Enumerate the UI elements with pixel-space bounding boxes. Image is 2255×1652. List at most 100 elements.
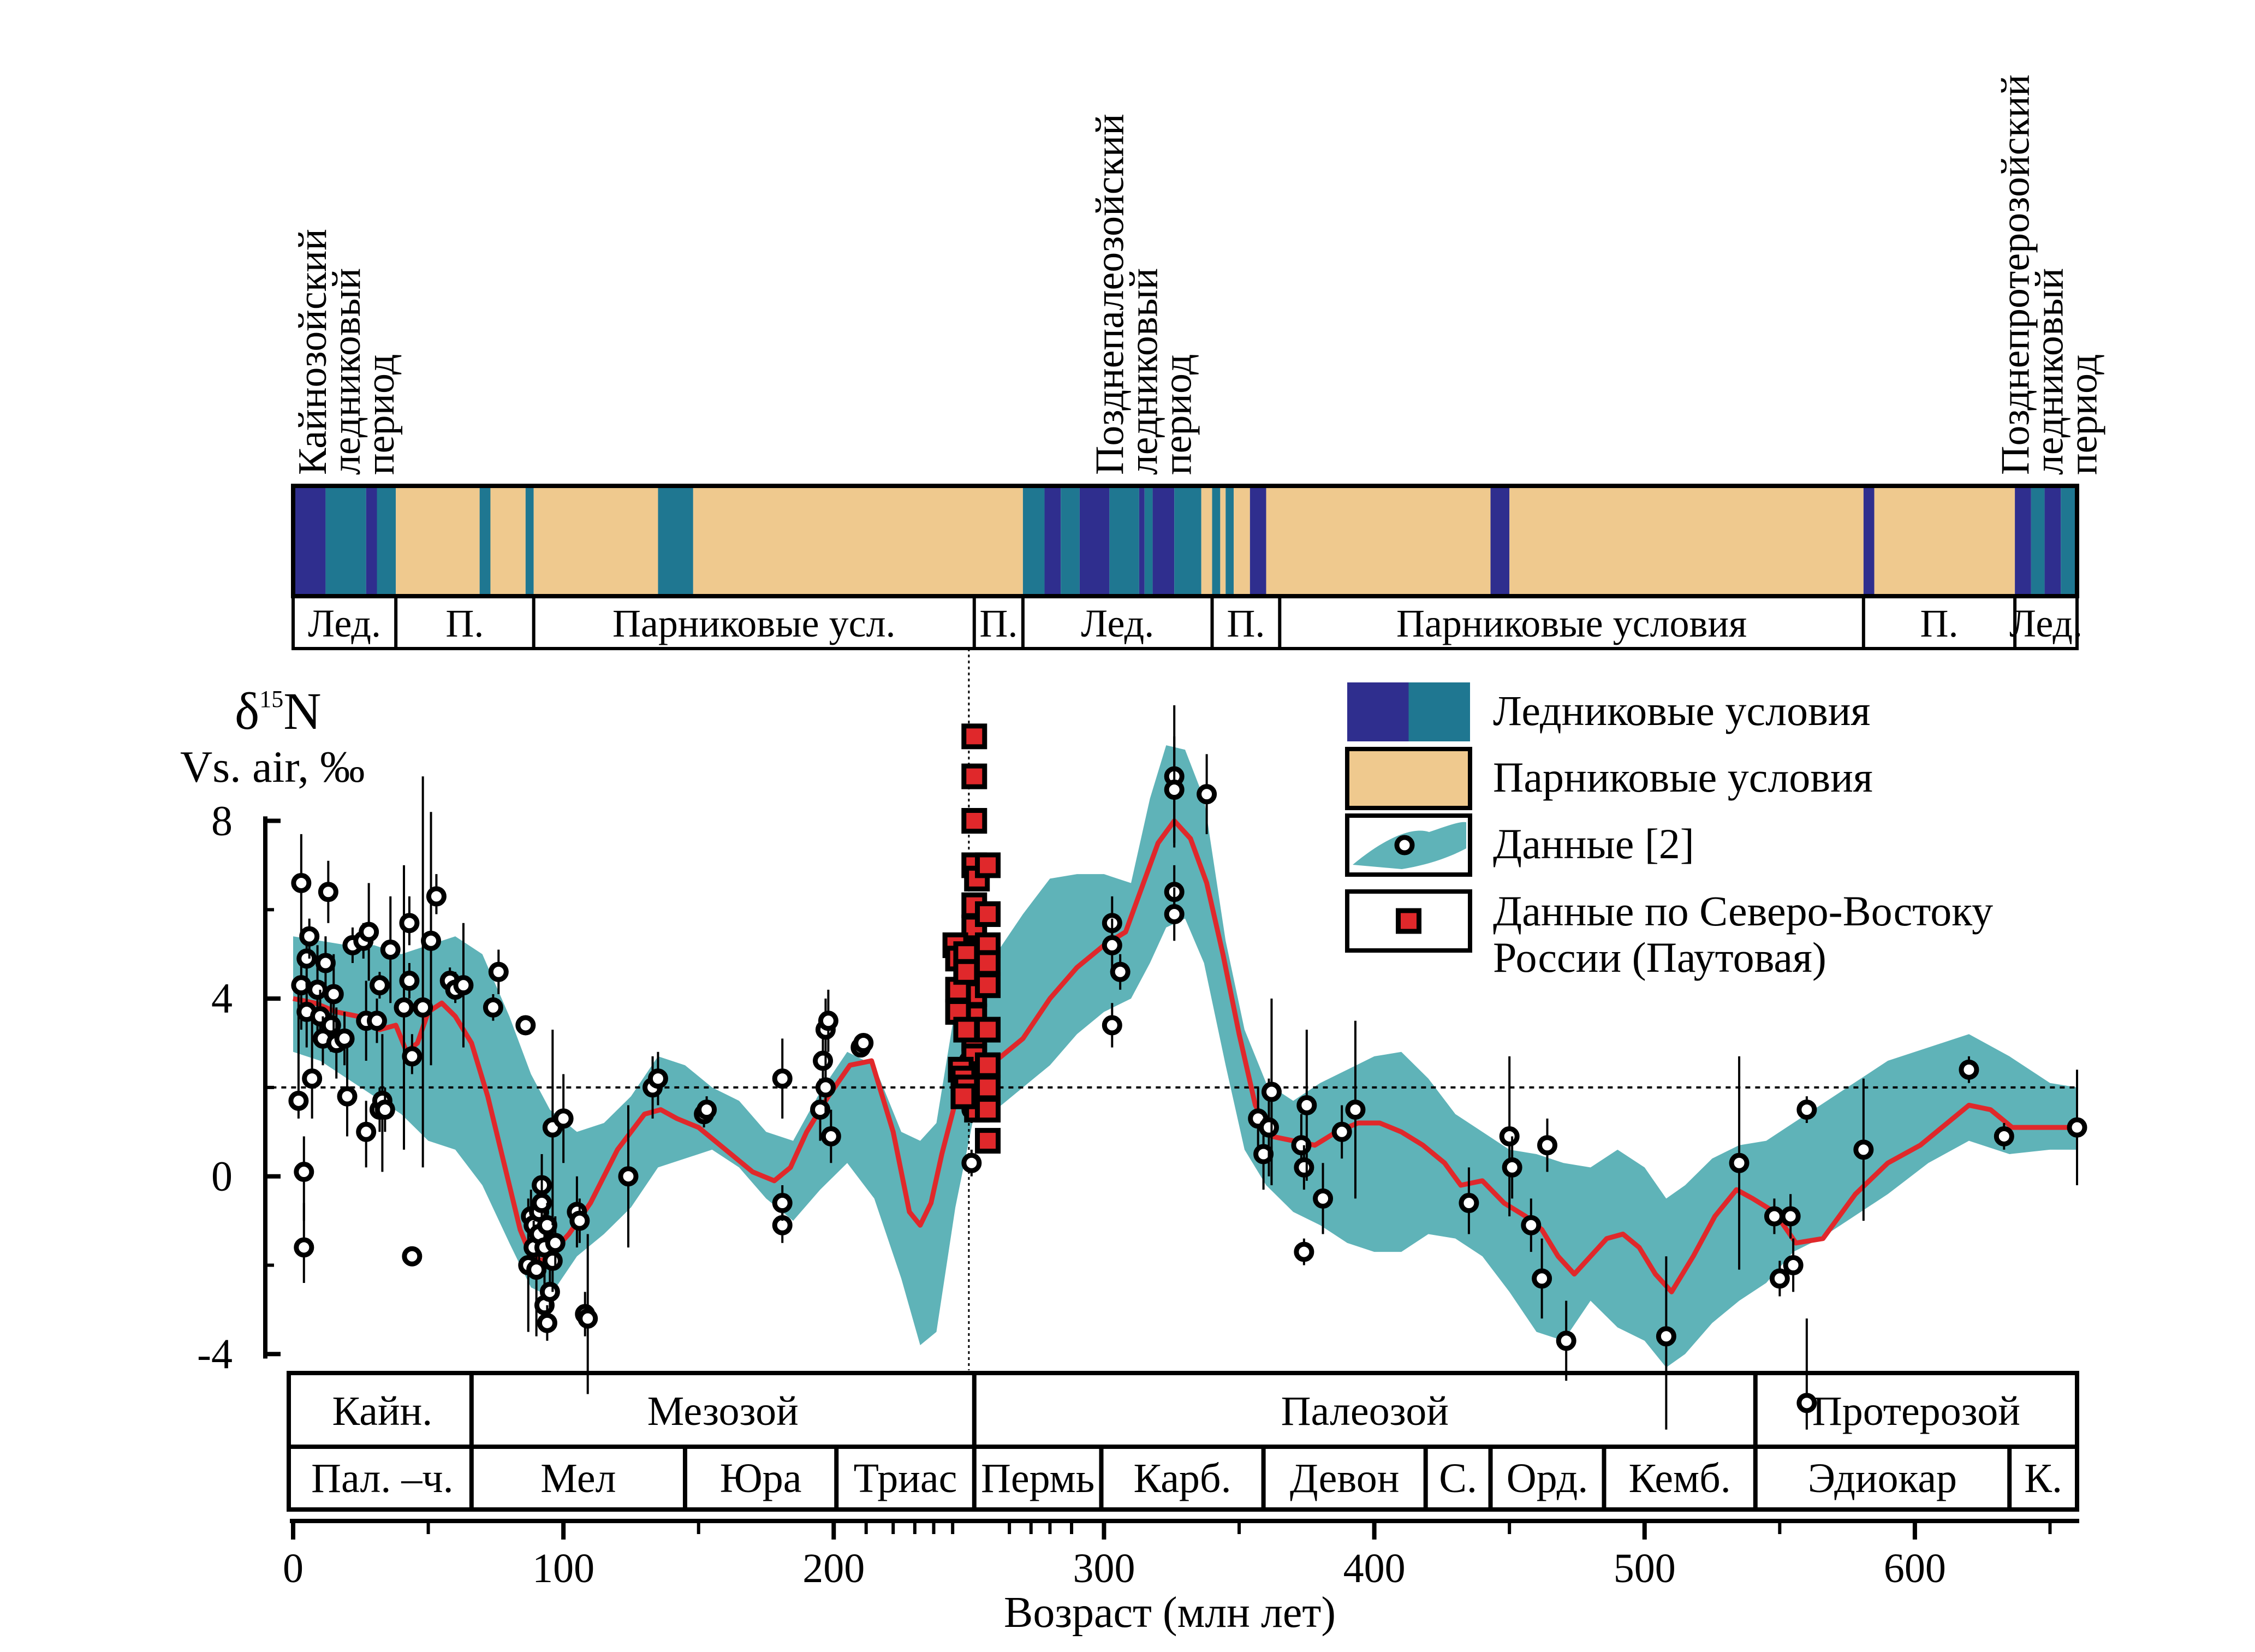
climate-period-label: Лед. — [2009, 602, 2083, 645]
period-label: Пермь — [981, 1455, 1094, 1501]
y-axis-label-delta: δ15N — [235, 682, 322, 740]
climate-band-greenhouse — [396, 486, 480, 596]
data-point — [299, 926, 320, 947]
era-label: Кайн. — [332, 1388, 433, 1434]
data-point — [647, 1068, 668, 1089]
data-point — [1102, 1015, 1122, 1036]
data-point — [1459, 1193, 1479, 1214]
era-label: Мезозой — [647, 1388, 799, 1434]
data-point — [1261, 1081, 1282, 1102]
period-label: С. — [1439, 1455, 1477, 1501]
data-point — [820, 1126, 841, 1146]
x-tick-label: 300 — [1073, 1546, 1135, 1591]
pautova-point — [953, 959, 979, 985]
glaciation-label-line: период — [2061, 354, 2105, 475]
climate-band-glacial_dark — [1139, 486, 1145, 596]
climate-period-label: П. — [1227, 602, 1265, 645]
climate-band-glacial_teal — [377, 486, 396, 596]
data-point — [374, 1100, 395, 1120]
climate-band-glacial_dark — [1152, 486, 1175, 596]
climate-band-glacial_teal — [2061, 486, 2077, 596]
data-point — [291, 872, 312, 893]
data-point — [1796, 1100, 1817, 1120]
data-point — [1853, 1139, 1874, 1160]
glaciation-label-line: Позднепротерозойский — [1993, 74, 2038, 475]
climate-band-glacial_teal — [1174, 486, 1201, 596]
data-point — [515, 1015, 536, 1036]
data-point — [545, 1233, 566, 1253]
data-point — [394, 997, 414, 1018]
period-label: Карб. — [1134, 1455, 1231, 1501]
data-point — [618, 1166, 639, 1187]
climate-period-label: П. — [445, 602, 484, 645]
glaciation-label-line: период — [1156, 354, 1200, 475]
period-label: Орд. — [1507, 1455, 1588, 1501]
x-tick-label: 600 — [1884, 1546, 1946, 1591]
data-point — [1764, 1206, 1784, 1227]
data-point — [413, 997, 433, 1018]
pautova-points — [942, 723, 1001, 1154]
y-label-delta: δ — [235, 682, 259, 740]
x-tick-label: 400 — [1343, 1546, 1406, 1591]
data-point — [542, 1250, 563, 1271]
data-point — [1197, 784, 1217, 805]
data-point — [320, 1015, 341, 1036]
data-point — [578, 1308, 598, 1329]
data-point — [399, 913, 420, 934]
legend-data-point — [1394, 835, 1415, 855]
data-point — [288, 1090, 309, 1111]
data-point — [1532, 1268, 1552, 1289]
data-point — [539, 1281, 560, 1302]
data-point — [1102, 935, 1122, 955]
period-label: Триас — [854, 1455, 957, 1501]
data-point — [337, 1086, 358, 1107]
period-label: Кемб. — [1628, 1455, 1730, 1501]
data-point — [772, 1068, 793, 1089]
data-point — [1502, 1157, 1522, 1178]
x-tick-label: 200 — [802, 1546, 865, 1591]
period-label: К. — [2024, 1455, 2062, 1501]
data-point — [488, 961, 509, 982]
data-point — [1164, 780, 1185, 800]
x-axis: 0 100 200 300 400 500 600 Возраст (млн лет) — [283, 1519, 2079, 1637]
legend-swatch-pautova-frame — [1345, 889, 1472, 953]
period-label: Пал. –ч. — [311, 1455, 453, 1501]
data-point — [399, 971, 420, 991]
climate-band-greenhouse — [1874, 486, 2015, 596]
y-tick-label: 4 — [211, 974, 233, 1022]
data-point — [318, 882, 338, 902]
climate-band-glacial_dark — [2015, 486, 2031, 596]
data-point — [1313, 1188, 1334, 1209]
period-label: Юра — [720, 1455, 802, 1501]
y-tick-label: -4 — [197, 1330, 233, 1377]
period-label: Мел — [540, 1455, 616, 1501]
period-label: Девон — [1290, 1455, 1400, 1501]
data-point — [369, 975, 390, 996]
climate-band-glacial_dark — [293, 486, 326, 596]
data-point — [1294, 1241, 1314, 1262]
data-point — [1656, 1326, 1676, 1347]
legend: Ледниковые условия Парниковые условия Данн… — [1345, 682, 1993, 981]
data-point — [1331, 1121, 1352, 1142]
data-point — [294, 1237, 314, 1258]
data-point — [772, 1193, 793, 1214]
climate-band-glacial_teal — [1109, 486, 1139, 596]
uncertainty-band-area — [293, 745, 2077, 1368]
data-point — [359, 922, 379, 942]
y-label-n: N — [283, 682, 321, 740]
data-point — [1783, 1255, 1804, 1275]
climate-period-label: П. — [979, 602, 1018, 645]
data-point — [483, 997, 503, 1018]
pautova-point — [975, 1128, 1001, 1154]
data-point — [421, 930, 442, 951]
climate-band-glacial_dark — [1250, 486, 1266, 596]
climate-band-glacial_teal — [325, 486, 366, 596]
climate-band-glacial_teal — [479, 486, 491, 596]
data-point — [1296, 1095, 1317, 1115]
pautova-point — [975, 901, 1001, 927]
climate-band-glacial_teal — [1061, 486, 1080, 596]
pautova-point — [975, 852, 1001, 878]
era-label: Протерозой — [1812, 1388, 2020, 1434]
climate-bar — [291, 484, 2079, 598]
